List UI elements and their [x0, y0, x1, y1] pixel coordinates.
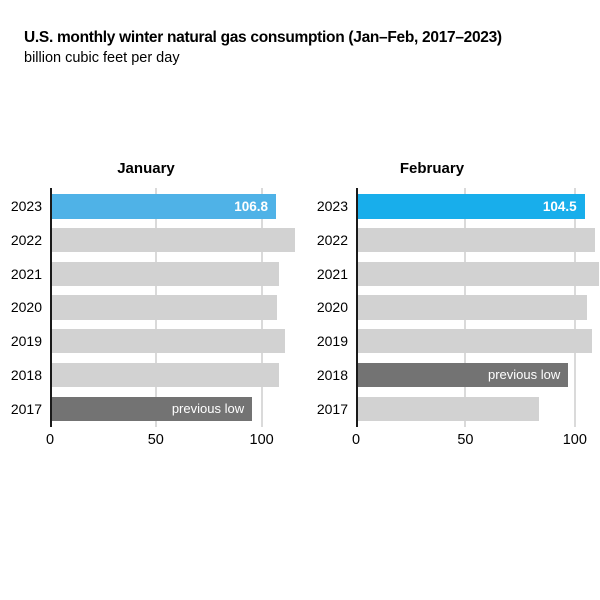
x-tick-label-january: 100 [249, 432, 274, 448]
year-label-2022-february: 2022 [316, 232, 348, 248]
bar-2020-february [358, 295, 587, 320]
year-label-2023-january: 2023 [10, 198, 42, 215]
bar-2018-january [52, 362, 279, 388]
bar-2020-january [52, 295, 278, 320]
year-label-2021-january: 2021 [10, 265, 42, 282]
previous-low-label-february: previous low [488, 367, 561, 383]
bar-value-label-february: 104.5 [542, 198, 577, 214]
x-tick-label-february: 0 [351, 432, 361, 448]
year-label-2021-february: 2021 [316, 265, 348, 282]
year-label-2019-january: 2019 [10, 333, 42, 350]
bar-2023-february: 104.5 [358, 194, 585, 219]
year-label-2022-january: 2022 [10, 232, 42, 248]
year-label-2017-january: 2017 [10, 400, 42, 417]
bar-2023-january: 106.8 [52, 194, 276, 219]
x-tick-label-january: 0 [45, 432, 55, 448]
bar-2022-february [358, 228, 595, 253]
page-title: U.S. monthly winter natural gas consumpt… [24, 29, 502, 46]
year-label-2023-february: 2023 [316, 198, 348, 215]
y-axis-line-january [50, 188, 52, 427]
year-label-2017-february: 2017 [316, 400, 348, 417]
bar-value-label-january: 106.8 [234, 198, 268, 214]
bar-2021-january [52, 261, 279, 286]
x-tick-label-february: 100 [562, 432, 587, 448]
year-label-2020-january: 2020 [10, 299, 42, 316]
bar-2017-january: previous low [52, 396, 253, 421]
bar-2019-january [52, 329, 285, 354]
year-label-2018-february: 2018 [316, 366, 348, 383]
bar-2017-february [358, 396, 539, 421]
y-axis-line-february [356, 188, 358, 427]
previous-low-label-january: previous low [171, 401, 245, 417]
bar-2018-february: previous low [358, 362, 569, 388]
january-chart-title: January [117, 160, 175, 177]
page-subtitle: billion cubic feet per day [24, 50, 180, 66]
bar-2022-january [52, 228, 296, 253]
year-label-2020-february: 2020 [316, 299, 348, 316]
year-label-2019-february: 2019 [316, 333, 348, 350]
february-chart-title: February [399, 160, 465, 177]
bar-2021-february [358, 261, 599, 286]
bar-2019-february [358, 329, 593, 354]
x-tick-label-january: 50 [147, 432, 164, 448]
x-tick-label-february: 50 [457, 432, 474, 448]
year-label-2018-january: 2018 [10, 366, 42, 383]
